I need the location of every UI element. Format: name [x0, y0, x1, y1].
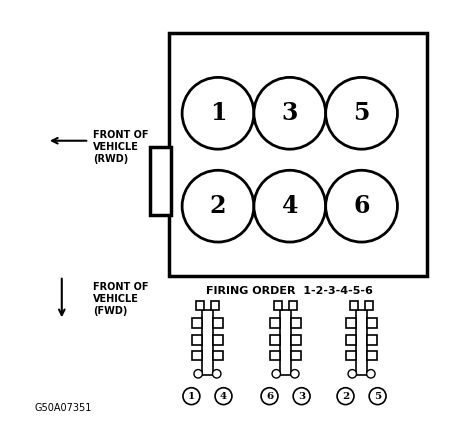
- Bar: [201, 309, 213, 375]
- Text: 3: 3: [298, 392, 305, 401]
- Bar: [213, 351, 223, 360]
- Circle shape: [337, 388, 354, 405]
- Circle shape: [293, 388, 310, 405]
- Bar: [192, 318, 201, 328]
- Text: 1: 1: [210, 101, 226, 125]
- Text: 2: 2: [210, 194, 226, 218]
- Bar: [365, 301, 373, 309]
- Bar: [213, 318, 223, 328]
- Text: 5: 5: [374, 392, 381, 401]
- Bar: [346, 318, 356, 328]
- Text: 5: 5: [354, 101, 370, 125]
- Bar: [350, 301, 358, 309]
- Bar: [274, 301, 282, 309]
- Bar: [367, 318, 377, 328]
- Bar: [270, 335, 280, 345]
- Bar: [169, 33, 427, 276]
- Circle shape: [212, 370, 221, 378]
- Circle shape: [254, 170, 326, 242]
- Bar: [289, 301, 297, 309]
- Bar: [292, 351, 301, 360]
- Circle shape: [366, 370, 375, 378]
- Circle shape: [194, 370, 202, 378]
- Text: FIRING ORDER  1-2-3-4-5-6: FIRING ORDER 1-2-3-4-5-6: [206, 286, 373, 296]
- Bar: [213, 335, 223, 345]
- Circle shape: [326, 170, 397, 242]
- Circle shape: [182, 77, 254, 149]
- Text: 1: 1: [188, 392, 195, 401]
- Text: G50A07351: G50A07351: [34, 403, 91, 413]
- Circle shape: [261, 388, 278, 405]
- Text: 4: 4: [282, 194, 298, 218]
- Circle shape: [183, 388, 200, 405]
- Bar: [280, 309, 292, 375]
- Bar: [192, 351, 201, 360]
- Bar: [367, 351, 377, 360]
- Text: FRONT OF
VEHICLE
(FWD): FRONT OF VEHICLE (FWD): [93, 283, 149, 316]
- Bar: [211, 301, 219, 309]
- Bar: [196, 301, 204, 309]
- Circle shape: [215, 388, 232, 405]
- Circle shape: [369, 388, 386, 405]
- Bar: [270, 318, 280, 328]
- Bar: [367, 335, 377, 345]
- Circle shape: [348, 370, 356, 378]
- Circle shape: [326, 77, 397, 149]
- Bar: [292, 318, 301, 328]
- Bar: [150, 147, 171, 215]
- Bar: [346, 351, 356, 360]
- Text: 6: 6: [266, 392, 273, 401]
- Bar: [292, 335, 301, 345]
- Bar: [356, 309, 367, 375]
- Circle shape: [182, 170, 254, 242]
- Text: 6: 6: [353, 194, 370, 218]
- Bar: [346, 335, 356, 345]
- Circle shape: [254, 77, 326, 149]
- Text: 3: 3: [282, 101, 298, 125]
- Circle shape: [291, 370, 299, 378]
- Circle shape: [272, 370, 281, 378]
- Bar: [270, 351, 280, 360]
- Bar: [192, 335, 201, 345]
- Text: 2: 2: [342, 392, 349, 401]
- Text: FRONT OF
VEHICLE
(RWD): FRONT OF VEHICLE (RWD): [93, 130, 149, 164]
- Text: 4: 4: [220, 392, 227, 401]
